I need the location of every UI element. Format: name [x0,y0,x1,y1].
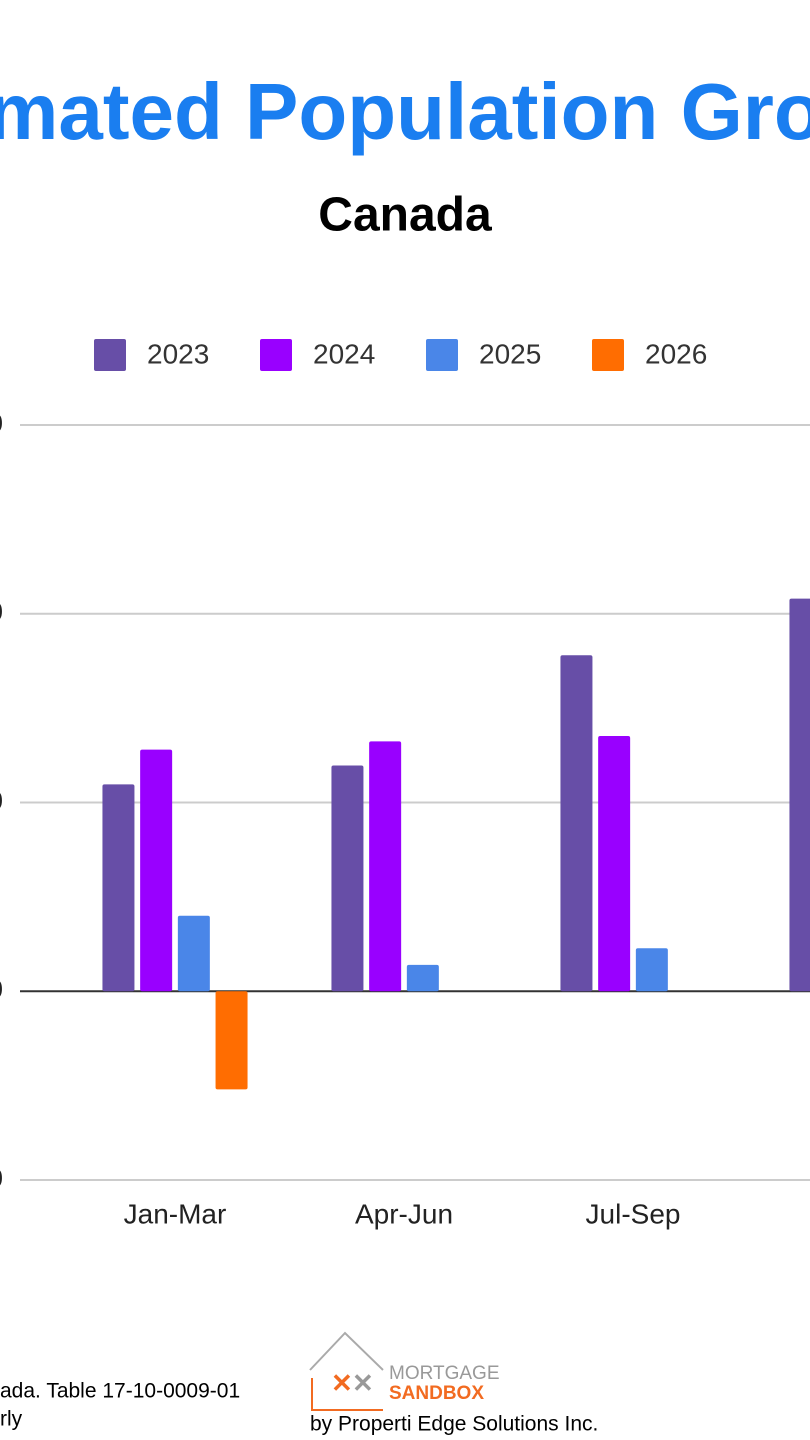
x-tick-label: Jul-Sep [586,1198,681,1229]
bar [598,736,631,992]
legend-label: 2025 [479,338,541,369]
bar [369,741,402,992]
y-tick-label: 0 [0,974,3,1004]
source-text: ada. Table 17-10-0009-01 [0,1380,240,1403]
y-tick-label: 0 [0,1163,3,1193]
y-tick-label: 0 [0,785,3,815]
logo-mark: ✕ [331,1368,353,1398]
legend-swatch [94,339,126,371]
bar [177,915,210,992]
bar [140,749,173,992]
legend-label: 2026 [645,338,707,369]
bar [635,948,668,992]
y-tick-label: 0 [0,597,3,627]
chart-title: mated Population Gro [0,67,810,156]
logo-mark: ✕ [352,1368,374,1398]
y-tick-label: 0 [0,408,3,438]
legend-swatch [426,339,458,371]
x-tick-label: Jan-Mar [124,1198,227,1229]
legend-swatch [260,339,292,371]
bar [789,598,810,992]
bar [406,964,439,992]
logo: ✕ ✕ MORTGAGE SANDBOX by Properti Edge So… [309,1331,598,1436]
bar [215,991,248,1090]
logo-text: by Properti Edge Solutions Inc. [310,1413,598,1436]
legend-swatch [592,339,624,371]
logo-text: SANDBOX [389,1383,484,1404]
logo-text: MORTGAGE [389,1363,500,1384]
logo-base [311,1378,383,1411]
legend-label: 2023 [147,338,209,369]
legend-label: 2024 [313,338,375,369]
bar [102,784,135,992]
bar [331,765,364,992]
logo-roof [309,1331,384,1371]
bar [560,655,593,992]
x-tick-label: Apr-Jun [355,1198,453,1229]
source-text: rly [0,1408,23,1431]
chart-subtitle: Canada [318,189,492,242]
